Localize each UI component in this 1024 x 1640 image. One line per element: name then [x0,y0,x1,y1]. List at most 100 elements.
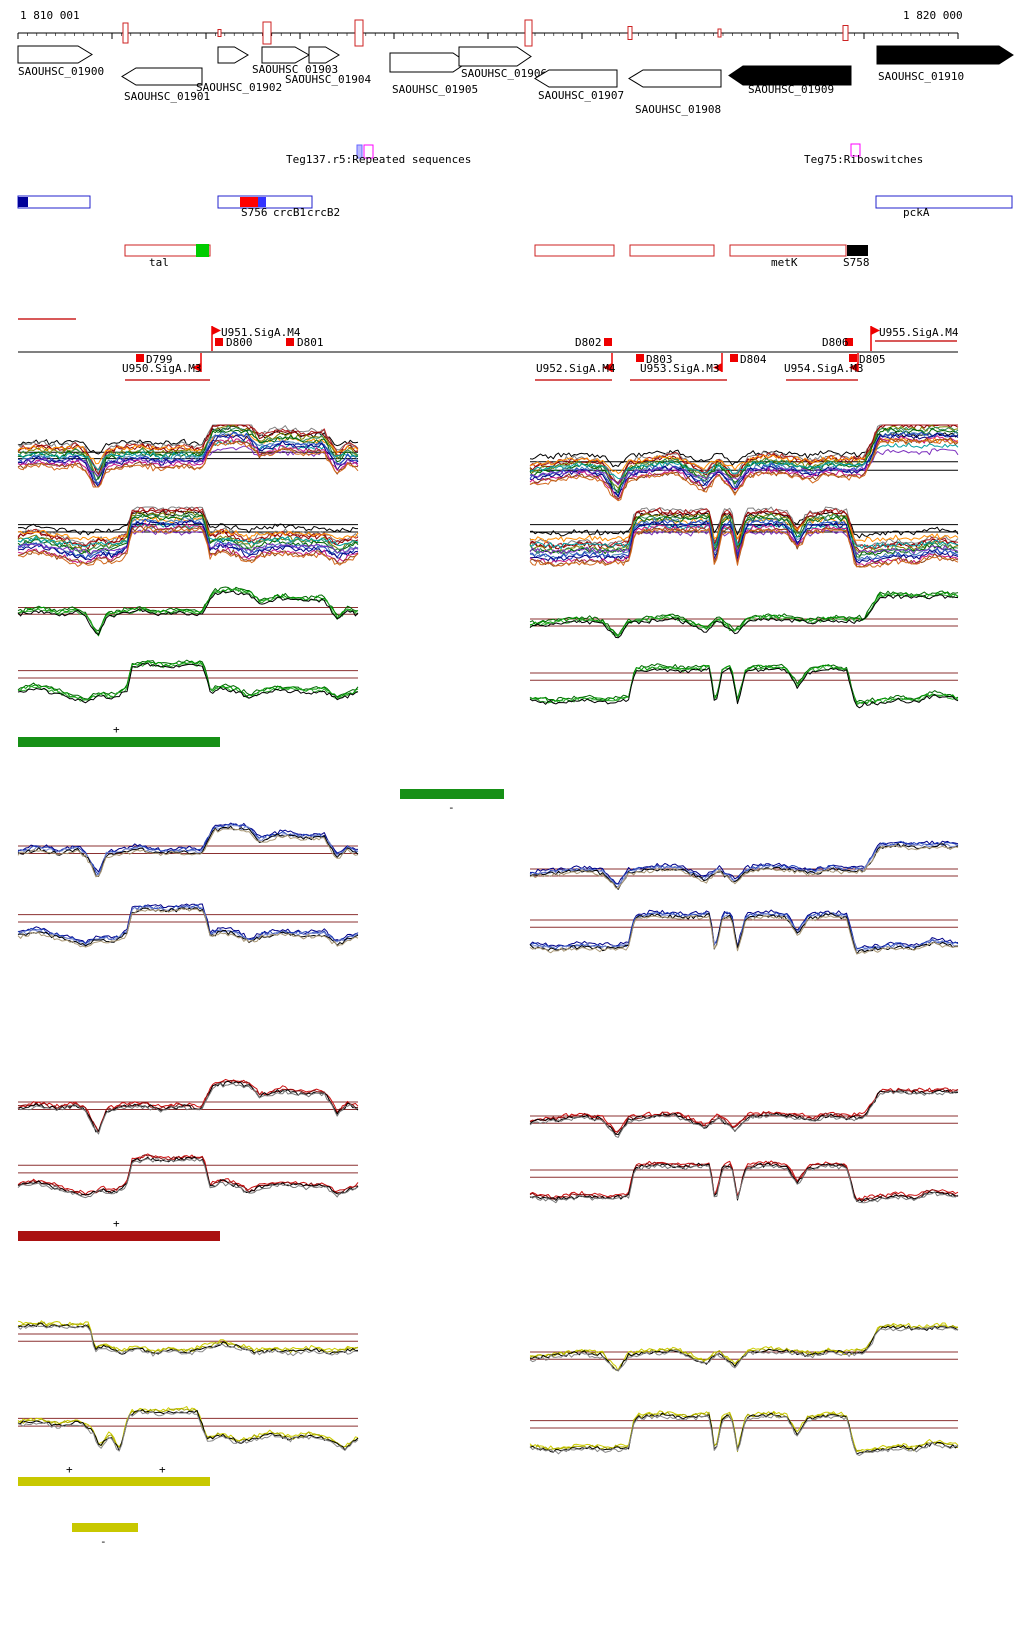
coverage-trace [17,424,358,479]
black-feature-box[interactable] [847,245,868,256]
coverage-trace [530,448,959,486]
flag-pennant [192,363,201,372]
coverage-trace [529,590,959,636]
tss-marker-label-D801: D801 [297,336,324,349]
gene-arrow-SAOUHSC_01902[interactable] [217,46,249,64]
gene-arrow-SAOUHSC_01908[interactable] [628,69,722,88]
ruler-repeat-box[interactable] [524,19,533,47]
promoter-flag-U950.SigA.M3[interactable] [192,353,202,372]
strand-bar-green-plus[interactable] [18,737,220,747]
feature-box-red[interactable] [629,244,715,257]
feature-label-metK: metK [771,256,798,269]
coverage-trace [17,659,359,700]
coverage-trace [529,914,958,955]
coverage-trace [529,663,959,703]
coverage-trace [17,440,359,488]
coverage-trace [17,822,359,873]
strand-sign: + [113,1217,120,1230]
gene-arrow-SAOUHSC_01904[interactable] [308,46,340,64]
coverage-trace [17,522,359,564]
strand-bar-yellow-plus[interactable] [18,1477,210,1486]
ruler-repeat-box[interactable] [262,21,272,45]
tss-marker-D806[interactable] [845,338,853,346]
feature-box-red[interactable] [124,244,211,257]
operon-box-blue[interactable] [17,195,91,209]
coverage-trace [529,1410,959,1453]
coverage-trace [529,1160,959,1201]
coverage-panel-red-left-plus [17,1078,359,1135]
ruler-repeat-box[interactable] [354,19,364,47]
gene-arrow-SAOUHSC_01900[interactable] [17,45,93,64]
ruler-repeat-box[interactable] [627,26,633,40]
green-feature-box[interactable] [196,244,209,257]
coverage-trace [17,520,359,561]
gene-label-SAOUHSC_01901: SAOUHSC_01901 [124,90,210,103]
coverage-trace [17,828,359,878]
strand-bar-green-minus[interactable] [400,789,504,799]
repeated-sequence-mark[interactable] [356,144,363,159]
operon-label-crcB2: crcB2 [307,206,340,219]
ruler-repeat-box[interactable] [842,25,849,41]
gene-arrow-SAOUHSC_01906[interactable] [458,46,532,67]
feature-box-red[interactable] [729,244,847,257]
coverage-trace [529,515,959,558]
tss-marker-D805[interactable] [849,354,857,362]
tss-marker-label-D806: D806 [822,336,849,349]
strand-sign: - [100,1535,107,1548]
gene-arrow-SAOUHSC_01907[interactable] [534,69,618,88]
coverage-trace [17,588,359,635]
coverage-panel-all-left-minus [17,506,359,567]
coverage-trace [529,442,959,480]
coverage-trace [17,908,359,948]
gene-label-SAOUHSC_01909: SAOUHSC_01909 [748,83,834,96]
coverage-trace [529,1414,959,1456]
coverage-trace [529,843,959,890]
coverage-trace [529,432,959,498]
operon-segment [18,197,28,207]
operon-box-blue[interactable] [875,195,1013,209]
coverage-trace [17,1409,359,1452]
tss-marker-D803[interactable] [636,354,644,362]
coverage-trace [17,586,359,632]
strand-bar-yellow-minus[interactable] [72,1523,138,1532]
ruler-repeat-box[interactable] [122,22,129,44]
promoter-flag-U953.SigA.M3[interactable] [713,353,723,372]
gene-label-SAOUHSC_01907: SAOUHSC_01907 [538,89,624,102]
coverage-trace [529,840,959,885]
gene-arrow-SAOUHSC_01905[interactable] [389,52,468,73]
tss-marker-D800[interactable] [215,338,223,346]
promoter-flag-U951.SigA.M4[interactable] [211,326,221,351]
coverage-trace [17,429,359,482]
coverage-trace [17,1080,359,1133]
strand-bar-darkred-plus[interactable] [18,1231,220,1241]
gene-arrow-SAOUHSC_01901[interactable] [121,67,203,86]
coverage-panel-red-right-minus [529,1160,959,1204]
coverage-trace [529,1323,959,1371]
ruler-repeat-box[interactable] [717,28,722,38]
promoter-label-U954.SigA.M3: U954.SigA.M3 [784,362,863,375]
promoter-flag-U954.SigA.M3[interactable] [849,353,859,372]
gene-arrow-SAOUHSC_01909[interactable] [728,65,852,86]
tss-marker-label-D803: D803 [646,353,673,366]
promoter-flag-U955.SigA.M4[interactable] [870,326,880,351]
coverage-trace [529,527,959,568]
strand-sign: + [113,723,120,736]
coverage-trace [17,1080,359,1132]
coverage-trace [17,516,359,541]
tss-marker-D799[interactable] [136,354,144,362]
tss-marker-D801[interactable] [286,338,294,346]
promoter-flag-U952.SigA.M4[interactable] [603,353,613,372]
flag-pennant [849,363,858,372]
tss-marker-D804[interactable] [730,354,738,362]
tss-marker-D802[interactable] [604,338,612,346]
gene-arrow-SAOUHSC_01910[interactable] [876,45,1014,65]
repeated-sequence-mark[interactable] [363,144,374,159]
riboswitch-mark[interactable] [850,143,861,157]
gene-arrow-SAOUHSC_01903[interactable] [261,46,311,64]
operon-segment [258,197,266,207]
coverage-panel-blue-right-plus [529,840,959,890]
ruler-repeat-box[interactable] [217,29,222,37]
coverage-trace [17,507,359,550]
feature-box-red[interactable] [534,244,615,257]
coverage-panel-green-right-plus [529,590,959,639]
